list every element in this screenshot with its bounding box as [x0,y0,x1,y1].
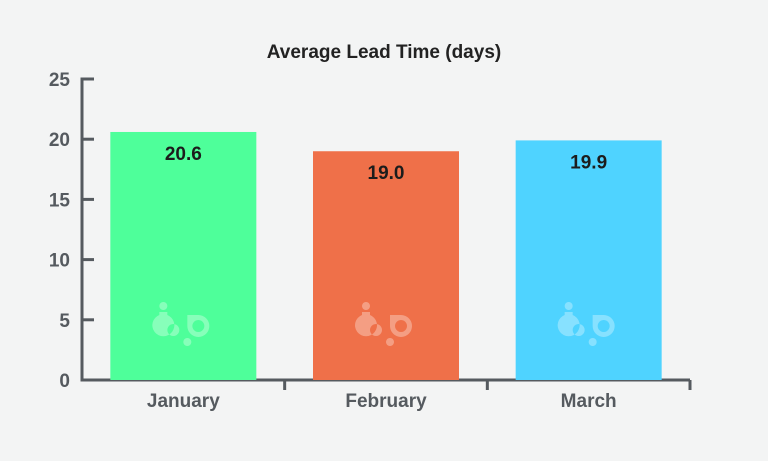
y-tick-label: 5 [59,311,70,332]
y-tick-label: 15 [49,190,71,211]
bp-logo-icon [557,302,615,346]
bar-group: 19.9 March [515,140,662,412]
bar-group: 20.6 January [110,131,257,412]
y-tick-label: 25 [49,70,71,91]
chart-title: Average Lead Time (days) [267,42,501,63]
bp-logo-shape [386,315,412,346]
bar [515,140,662,380]
bars-group: 20.6 January 19.0 February 19.9 March [110,131,662,412]
bp-logo-shape [588,315,615,346]
bar-value-label: 19.9 [570,152,607,173]
bp-logo-icon [355,302,412,346]
bar [313,151,459,380]
y-tick-label: 10 [49,251,70,272]
y-tick-label: 20 [49,130,70,151]
x-category-label: January [147,391,220,412]
bp-logo-shape [152,302,180,337]
bar-value-label: 19.0 [368,163,405,184]
y-tick-label: 0 [59,371,70,392]
bar [110,131,257,380]
bp-logo-shape [557,302,585,337]
bp-logo-shape [183,315,210,346]
bar-group: 19.0 February [313,151,459,412]
x-category-label: February [345,391,427,412]
bp-logo-icon [152,302,210,346]
bp-logo-shape [355,302,383,337]
x-category-label: March [561,391,617,412]
bar-value-label: 20.6 [165,144,202,165]
